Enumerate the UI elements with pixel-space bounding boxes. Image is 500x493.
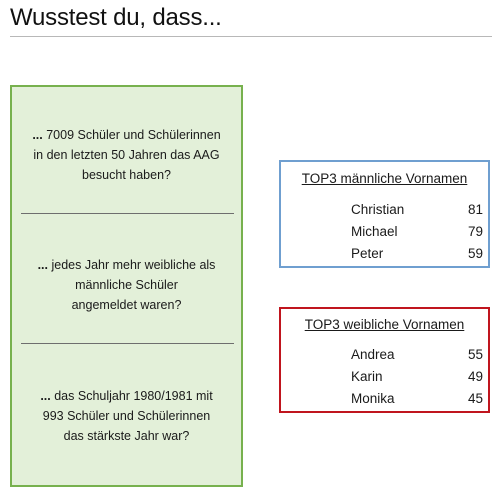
fact-line: 7009 Schüler und Schülerinnen <box>46 128 221 142</box>
fact-line: 993 Schüler und Schülerinnen <box>42 409 211 423</box>
name-count: 79 <box>467 224 483 239</box>
top-male-title: TOP3 männliche Vornamen <box>301 171 468 186</box>
top-female-title: TOP3 weibliche Vornamen <box>304 317 465 332</box>
first-name: Andrea <box>351 347 395 362</box>
fact-item: ... jedes Jahr mehr weibliche als männli… <box>12 255 241 315</box>
fact-line: besucht haben? <box>82 168 171 182</box>
name-count: 45 <box>467 391 483 406</box>
fact-ellipsis: ... <box>40 389 51 403</box>
fact-line: angemeldet waren? <box>71 298 182 312</box>
name-row: Christian 81 <box>351 199 483 221</box>
name-row: Karin 49 <box>351 366 483 388</box>
name-count: 55 <box>467 347 483 362</box>
page-title: Wusstest du, dass... <box>10 4 222 31</box>
fact-item: ... 7009 Schüler und Schülerinnen in den… <box>12 125 241 185</box>
name-row: Monika 45 <box>351 388 483 410</box>
first-name: Christian <box>351 202 405 217</box>
fact-line: männliche Schüler <box>75 278 178 292</box>
fact-divider <box>21 213 234 214</box>
first-name: Michael <box>351 224 398 239</box>
fact-line: das Schuljahr 1980/1981 mit <box>54 389 213 403</box>
fact-line: das stärkste Jahr war? <box>63 429 190 443</box>
name-count: 59 <box>467 246 483 261</box>
facts-box: ... 7009 Schüler und Schülerinnen in den… <box>10 85 243 487</box>
name-row: Michael 79 <box>351 221 483 243</box>
fact-line: jedes Jahr mehr weibliche als <box>51 258 216 272</box>
name-count: 81 <box>467 202 483 217</box>
fact-divider <box>21 343 234 344</box>
top-female-names-box: TOP3 weibliche Vornamen Andrea 55 Karin … <box>279 307 490 413</box>
name-count: 49 <box>467 369 483 384</box>
first-name: Monika <box>351 391 395 406</box>
name-row: Peter 59 <box>351 243 483 265</box>
first-name: Peter <box>351 246 384 261</box>
top-male-names-box: TOP3 männliche Vornamen Christian 81 Mic… <box>279 160 490 268</box>
fact-line: in den letzten 50 Jahren das AAG <box>33 148 220 162</box>
name-row: Andrea 55 <box>351 344 483 366</box>
fact-ellipsis: ... <box>37 258 48 272</box>
first-name: Karin <box>351 369 383 384</box>
title-underline <box>10 36 492 37</box>
fact-item: ... das Schuljahr 1980/1981 mit 993 Schü… <box>12 386 241 446</box>
fact-ellipsis: ... <box>32 128 43 142</box>
